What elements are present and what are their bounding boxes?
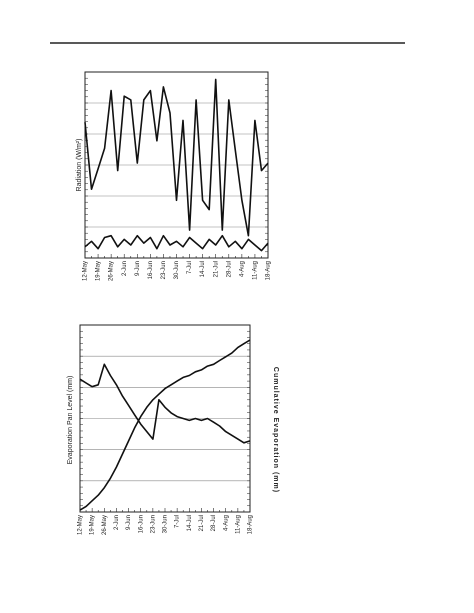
y2-axis-title: Cumulative Evaporation (mm) <box>272 367 279 493</box>
x-tick-label: 23-Jun <box>161 261 167 279</box>
x-tick-label: 11-Aug <box>253 261 259 280</box>
x-tick-label: 19-May <box>90 515 96 535</box>
x-tick-label: 9-Jun <box>135 261 141 276</box>
x-tick-label: 14-Jul <box>200 261 206 277</box>
x-tick-label: 21-Jul <box>199 515 205 531</box>
x-tick-label: 18-Aug <box>248 515 254 534</box>
y-axis-title: Radiation (W/m²) <box>76 139 83 192</box>
x-tick-label: 16-Jun <box>138 515 144 533</box>
x-tick-label: 2-Jun <box>114 515 120 530</box>
x-tick-label: 16-Jun <box>148 261 154 279</box>
data-line <box>84 234 269 252</box>
x-tick-label: 9-Jun <box>126 515 132 530</box>
x-tick-label: 26-May <box>102 515 108 535</box>
x-tick-label: 2-Jun <box>122 261 128 276</box>
x-tick-label: 23-Jun <box>150 515 156 533</box>
x-tick-label: 28-Jul <box>211 515 217 531</box>
x-tick-label: 7-Jul <box>175 515 181 528</box>
y-axis-title: Evaporation Pan Level (mm) <box>67 376 74 465</box>
x-tick-label: 12-May <box>78 515 84 535</box>
x-tick-label: 4-Aug <box>223 515 229 531</box>
x-tick-label: 26-May <box>109 261 115 281</box>
x-tick-label: 30-Jun <box>174 261 180 279</box>
x-tick-label: 19-May <box>96 261 102 281</box>
x-tick-label: 7-Jul <box>187 261 193 274</box>
x-tick-label: 11-Aug <box>235 515 241 534</box>
x-tick-label: 28-Jul <box>226 261 232 277</box>
x-tick-label: 12-May <box>83 261 89 281</box>
data-line <box>79 339 251 511</box>
x-tick-label: 18-Aug <box>266 261 272 280</box>
x-tick-label: 14-Jul <box>187 515 193 531</box>
data-line <box>79 363 251 444</box>
x-tick-label: 4-Aug <box>239 261 245 277</box>
x-tick-label: 21-Jul <box>213 261 219 277</box>
x-tick-label: 30-Jun <box>163 515 169 533</box>
data-line <box>84 78 269 237</box>
